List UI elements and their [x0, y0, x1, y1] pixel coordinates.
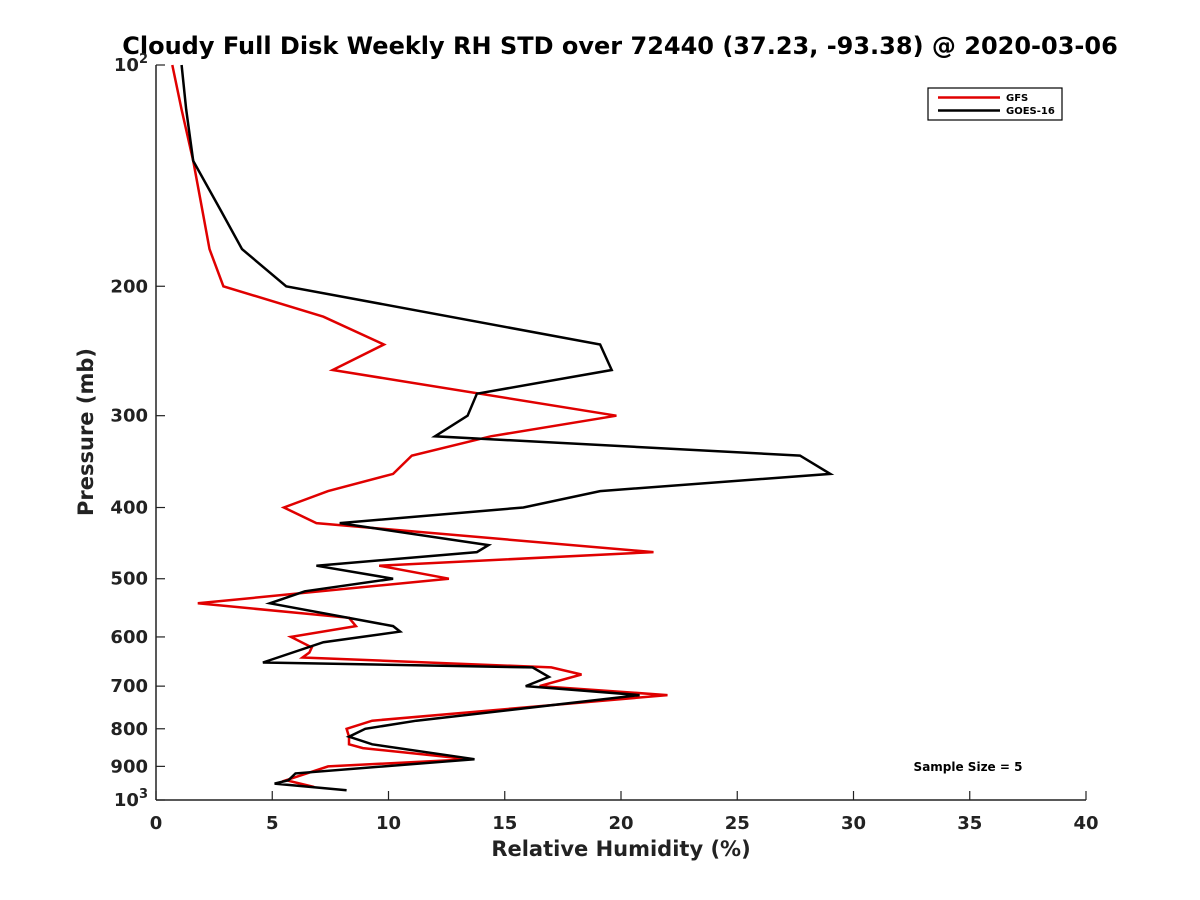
legend-box	[927, 87, 1063, 121]
y-tick-label: 300	[110, 406, 148, 427]
x-tick-label: 35	[957, 813, 982, 834]
y-tick-label: 800	[110, 719, 148, 740]
x-axis: 0 5 10 15 20 25 30 35 40	[150, 791, 1099, 834]
x-tick-label: 25	[725, 813, 750, 834]
y-tick-label: 400	[110, 498, 148, 519]
x-tick-label: 10	[376, 813, 401, 834]
series-line-goes16	[180, 64, 835, 792]
y-tick-label: 700	[110, 676, 148, 697]
x-tick-label: 40	[1073, 813, 1098, 834]
legend-label-goes16: GOES-16	[1006, 106, 1055, 117]
y-tick-label: 500	[110, 569, 148, 590]
y-tick-label: 900	[110, 756, 148, 777]
y-tick-label: 200	[110, 276, 148, 297]
y-axis-label: Pressure (mb)	[74, 348, 98, 516]
chart-title: Cloudy Full Disk Weekly RH STD over 7244…	[122, 32, 1118, 60]
sample-size-annotation: Sample Size = 5	[914, 760, 1023, 774]
legend-label-gfs: GFS	[1006, 93, 1028, 104]
series-line-gfs	[171, 64, 668, 789]
y-tick-label: 600	[110, 627, 148, 648]
x-tick-label: 30	[841, 813, 866, 834]
series-layer	[171, 64, 835, 792]
x-tick-label: 20	[608, 813, 633, 834]
y-tick-label: 103	[114, 787, 148, 811]
y-tick-label: 102	[114, 52, 148, 76]
x-tick-label: 15	[492, 813, 517, 834]
x-tick-label: 0	[150, 813, 163, 834]
plot-area	[156, 65, 1086, 800]
y-axis: 102 200 300 400 500 600 700 800 900 103	[110, 52, 165, 811]
legend: GFS GOES-16	[927, 87, 1063, 121]
x-axis-label: Relative Humidity (%)	[491, 837, 750, 861]
x-tick-label: 5	[266, 813, 279, 834]
